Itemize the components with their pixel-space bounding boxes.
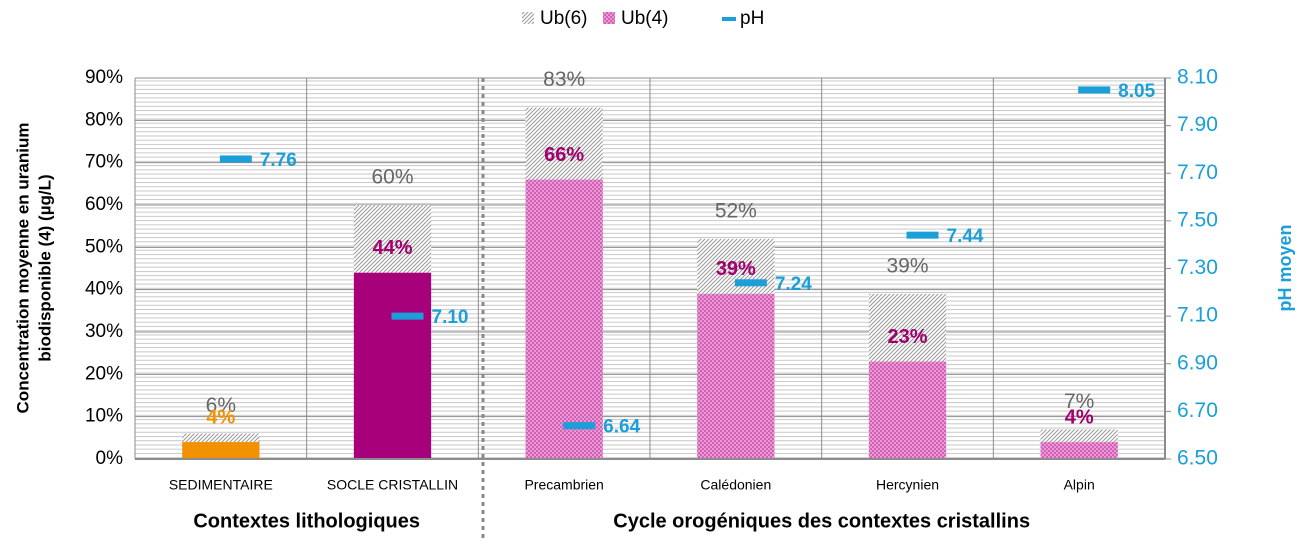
legend-swatch bbox=[603, 12, 615, 24]
legend-label: Ub(6) bbox=[540, 8, 588, 29]
bar-label: 4% bbox=[206, 406, 235, 428]
x-tick-label: Calédonien bbox=[700, 477, 771, 493]
ph-marker bbox=[563, 422, 596, 430]
x-tick-label: SOCLE CRISTALLIN bbox=[327, 477, 458, 493]
y-tick-label: 50% bbox=[85, 236, 123, 257]
y-tick-label: 40% bbox=[85, 279, 123, 300]
y2-tick-label: 7.10 bbox=[1177, 304, 1218, 327]
y-tick-label: 70% bbox=[85, 152, 123, 173]
ph-label: 7.24 bbox=[775, 274, 812, 295]
y2-tick-label: 6.90 bbox=[1177, 351, 1218, 374]
y2-tick-label: 7.70 bbox=[1177, 161, 1218, 184]
y2-tick-label: 7.50 bbox=[1177, 208, 1218, 231]
group-label: Contextes lithologiques bbox=[193, 510, 420, 532]
ph-marker bbox=[219, 155, 252, 163]
y2-tick-label: 6.50 bbox=[1177, 447, 1218, 470]
y2-tick-label: 8.10 bbox=[1177, 66, 1218, 89]
bar bbox=[525, 179, 603, 459]
bar-label: 39% bbox=[886, 254, 928, 277]
group-label: Cycle orogéniques des contextes cristall… bbox=[613, 510, 1030, 532]
bar-label: 23% bbox=[887, 326, 927, 348]
y2-tick-label: 7.90 bbox=[1177, 113, 1218, 136]
y-axis-title: Concentration moyenne en uranium bbox=[13, 123, 32, 414]
ph-label: 7.76 bbox=[260, 150, 297, 171]
ph-label: 7.10 bbox=[432, 307, 469, 328]
bar-label: 7% bbox=[1064, 390, 1094, 413]
ph-label: 8.05 bbox=[1118, 81, 1155, 102]
bar-label: 66% bbox=[544, 144, 584, 166]
x-tick-label: Alpin bbox=[1064, 477, 1095, 493]
bar bbox=[353, 272, 432, 459]
x-tick-label: Hercynien bbox=[876, 477, 939, 493]
bar-label: 4% bbox=[1065, 406, 1094, 428]
y2-tick-label: 6.70 bbox=[1177, 399, 1218, 422]
y2-tick-label: 7.30 bbox=[1177, 256, 1218, 279]
ph-label: 6.64 bbox=[603, 417, 640, 438]
bar bbox=[868, 361, 947, 459]
ph-marker bbox=[734, 279, 767, 287]
y-tick-label: 90% bbox=[85, 67, 123, 88]
y-tick-label: 0% bbox=[96, 448, 124, 469]
bar-label: 39% bbox=[716, 258, 756, 280]
y-tick-label: 10% bbox=[85, 406, 123, 427]
legend-label: Ub(4) bbox=[621, 8, 669, 29]
bar bbox=[1040, 442, 1118, 459]
ph-marker bbox=[906, 231, 939, 239]
ph-marker bbox=[391, 312, 424, 320]
bar-label: 60% bbox=[371, 166, 413, 189]
ph-label: 7.44 bbox=[947, 226, 984, 247]
y-tick-label: 20% bbox=[85, 363, 123, 384]
x-tick-label: SEDIMENTAIRE bbox=[169, 477, 273, 493]
bar bbox=[182, 442, 260, 459]
y-tick-label: 60% bbox=[85, 194, 123, 215]
y-axis-title: biodisponible (4) (µg/L) bbox=[35, 174, 54, 361]
legend-swatch bbox=[722, 17, 736, 21]
legend-swatch bbox=[522, 12, 534, 24]
ph-marker bbox=[1078, 86, 1111, 94]
legend-label: pH bbox=[740, 8, 764, 29]
y-tick-label: 30% bbox=[85, 321, 123, 342]
bar-label: 44% bbox=[372, 237, 412, 259]
bar-label: 6% bbox=[206, 394, 236, 417]
bar-label: 83% bbox=[543, 68, 585, 91]
x-tick-label: Precambrien bbox=[524, 477, 603, 493]
bar-label: 52% bbox=[715, 199, 757, 222]
y-tick-label: 80% bbox=[85, 109, 123, 130]
y2-axis-title: pH moyen bbox=[1275, 224, 1295, 311]
bar bbox=[697, 293, 775, 459]
